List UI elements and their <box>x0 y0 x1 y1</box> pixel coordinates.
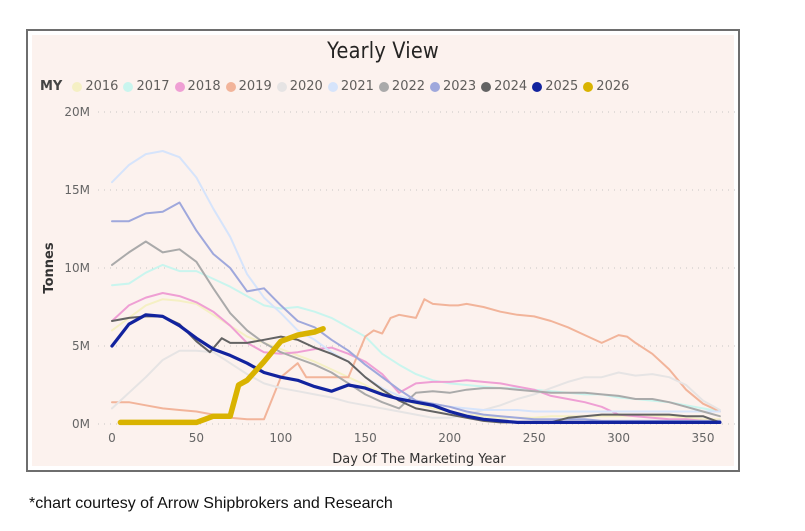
legend-item-2024[interactable]: 2024 <box>481 79 527 94</box>
legend-item-2022[interactable]: 2022 <box>378 79 426 94</box>
legend-label: 2020 <box>289 79 323 94</box>
series-line-2020[interactable] <box>111 349 721 419</box>
series-line-2023[interactable] <box>111 201 721 422</box>
legend-item-2016[interactable]: 2016 <box>72 79 118 94</box>
legend-marker-icon <box>481 81 492 92</box>
x-axis-label: Day Of The Marketing Year <box>332 452 506 467</box>
legend-marker-icon <box>583 81 594 92</box>
legend-label: 2022 <box>391 79 426 94</box>
footnote: *chart courtesy of Arrow Shipbrokers and… <box>29 495 393 512</box>
y-tick-label: 5M <box>72 339 90 353</box>
legend-marker-icon <box>276 81 287 92</box>
legend-label: 2026 <box>596 79 630 94</box>
legend-label: 2016 <box>85 79 119 94</box>
legend-label: 2024 <box>494 79 528 94</box>
x-tick-label: 250 <box>523 431 546 445</box>
legend-marker-icon <box>72 81 83 92</box>
legend-label: 2018 <box>187 79 221 94</box>
legend-marker-icon <box>174 81 185 92</box>
series-line-2021[interactable] <box>111 150 721 413</box>
y-axis-ticks: 0M 5M 10M 15M 20M <box>64 105 90 431</box>
y-tick-label: 15M <box>64 183 90 197</box>
y-tick-label: 20M <box>64 105 90 119</box>
y-tick-label: 10M <box>64 261 90 275</box>
chart-title: Yearly View <box>327 39 439 64</box>
x-tick-label: 100 <box>269 431 292 445</box>
x-tick-label: 150 <box>354 431 377 445</box>
gridlines <box>98 111 738 425</box>
x-axis-ticks: 0 50 100 150 200 250 300 350 <box>108 431 714 445</box>
legend: MY 2016 2017 2018 2019 2020 2021 2022 2023 2024 2… <box>40 79 634 94</box>
series-line-2019[interactable] <box>111 298 721 421</box>
series-line-2022[interactable] <box>111 240 721 418</box>
legend-label: 2025 <box>545 79 579 94</box>
x-tick-label: 300 <box>607 431 630 445</box>
x-tick-label: 350 <box>692 431 715 445</box>
x-tick-label: 0 <box>108 431 116 445</box>
legend-title: MY <box>40 79 63 94</box>
series-lines <box>110 150 722 426</box>
legend-marker-icon <box>327 81 338 92</box>
legend-marker-icon <box>430 81 441 92</box>
legend-marker-icon <box>123 81 134 92</box>
legend-item-2025[interactable]: 2025 <box>532 79 578 94</box>
legend-item-2019[interactable]: 2019 <box>225 79 272 94</box>
legend-item-2021[interactable]: 2021 <box>327 79 374 94</box>
y-tick-label: 0M <box>72 417 90 431</box>
legend-label: 2019 <box>238 79 272 94</box>
legend-label: 2023 <box>443 79 477 94</box>
legend-item-2026[interactable]: 2026 <box>583 79 629 94</box>
legend-marker-icon <box>532 81 543 92</box>
legend-item-2017[interactable]: 2017 <box>123 79 170 94</box>
legend-marker-icon <box>378 81 389 92</box>
legend-item-2018[interactable]: 2018 <box>174 79 221 94</box>
x-tick-label: 200 <box>438 431 461 445</box>
legend-label: 2017 <box>136 79 170 94</box>
x-tick-label: 50 <box>189 431 204 445</box>
series-line-2026[interactable] <box>117 326 326 426</box>
legend-item-2023[interactable]: 2023 <box>430 79 476 94</box>
legend-label: 2021 <box>340 79 374 94</box>
y-axis-label: Tonnes <box>42 242 57 293</box>
series-line-2025[interactable] <box>110 313 722 424</box>
legend-item-2020[interactable]: 2020 <box>276 79 323 94</box>
series-line-2024[interactable] <box>111 315 721 424</box>
series-line-2017[interactable] <box>111 263 721 413</box>
legend-marker-icon <box>225 81 236 92</box>
